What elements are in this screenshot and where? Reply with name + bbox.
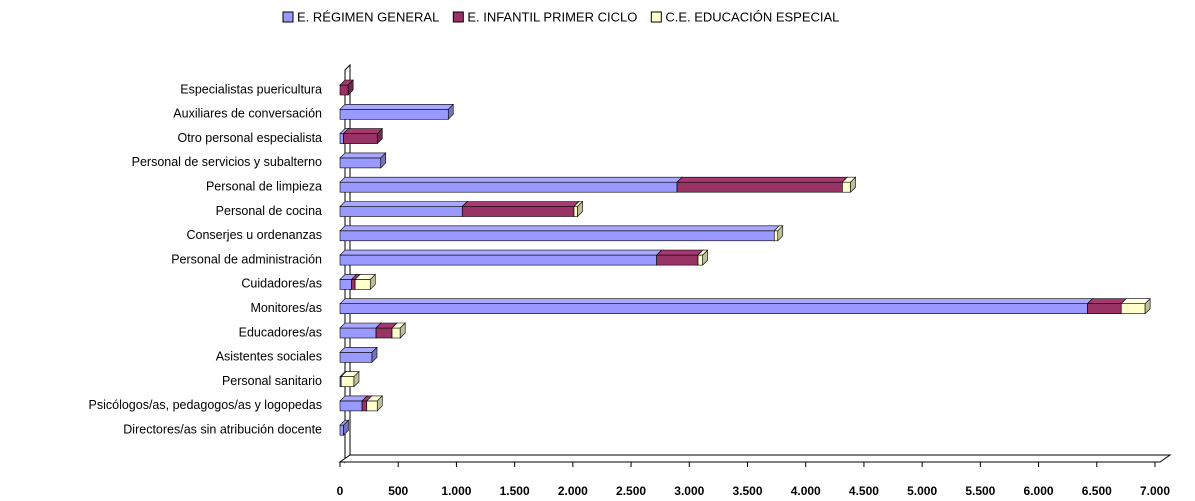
bar-side — [347, 79, 354, 96]
bar — [361, 400, 368, 412]
legend-swatch — [650, 11, 662, 23]
bar — [339, 230, 775, 242]
x-tick-label: 2.500 — [616, 484, 646, 498]
bar-top — [339, 298, 1094, 305]
y-tick-label: Personal de limpieza — [206, 179, 322, 193]
bar — [339, 109, 449, 120]
bar — [573, 206, 578, 217]
y-tick-label: Asistentes sociales — [216, 350, 322, 364]
bar — [339, 279, 352, 290]
bar-side — [369, 273, 376, 291]
bar — [697, 254, 703, 266]
bar-side — [343, 419, 349, 436]
bar — [339, 351, 373, 363]
bar — [339, 84, 349, 96]
x-tick-label: 5.500 — [965, 484, 995, 498]
bar — [366, 400, 378, 412]
bar-side — [353, 370, 360, 388]
x-tick-label: 3.500 — [732, 484, 762, 498]
y-tick-label: Personal de cocina — [216, 204, 322, 218]
legend-label: E. INFANTIL PRIMER CICLO — [467, 9, 637, 24]
y-tick-label: Directores/as sin atribución docente — [123, 422, 322, 436]
y-tick-label: Conserjes u ordenanzas — [187, 228, 323, 242]
bar — [340, 376, 355, 387]
bar-top — [1086, 298, 1127, 305]
x-tick-label: 2.000 — [558, 484, 588, 498]
bar — [339, 206, 463, 217]
x-tick-label: 0 — [337, 484, 344, 498]
x-tick-label: 6.500 — [1082, 484, 1112, 498]
y-tick-label: Monitores/as — [250, 301, 322, 315]
y-tick-label: Cuidadores/as — [241, 277, 322, 291]
bar-top — [676, 176, 849, 183]
bar-side — [376, 395, 383, 412]
x-tick-label: 5.000 — [907, 484, 937, 498]
bar — [339, 133, 344, 144]
y-tick-label: Auxiliares de conversación — [173, 107, 322, 121]
bar-side — [376, 127, 383, 145]
y-tick-label: Educadores/as — [239, 325, 322, 339]
bar-top — [461, 201, 580, 207]
bar-side — [380, 152, 387, 169]
x-tick-label: 4.000 — [791, 484, 821, 498]
bar-side — [399, 322, 406, 339]
y-tick-label: Otro personal especialista — [177, 131, 322, 145]
floor — [338, 454, 1172, 463]
x-tick-label: 1.000 — [441, 484, 471, 498]
bar-top — [339, 225, 781, 232]
bar — [391, 327, 401, 339]
bar — [339, 400, 363, 412]
bar-top — [339, 176, 683, 183]
y-tick-label: Psicólogos/as, pedagogos/as y logopedas — [89, 398, 323, 412]
x-tick-label: 7.000 — [1140, 484, 1170, 498]
legend-swatch — [452, 11, 464, 23]
bar-top — [339, 104, 455, 110]
x-tick-label: 3.000 — [674, 484, 704, 498]
x-tick-label: 500 — [388, 484, 408, 498]
bar — [339, 157, 382, 169]
bar — [773, 230, 779, 242]
y-tick-label: Especialistas puericultura — [180, 82, 322, 96]
bar — [343, 133, 378, 144]
bar — [1120, 303, 1146, 315]
bar — [676, 181, 843, 193]
bar-top — [339, 322, 382, 329]
bar-side — [1144, 297, 1151, 315]
x-tick-label: 1.500 — [500, 484, 530, 498]
bar — [375, 327, 393, 339]
bar-top — [339, 346, 378, 353]
bar — [656, 254, 699, 266]
x-tick-label: 6.000 — [1024, 484, 1054, 498]
bar-side — [702, 249, 708, 266]
bar — [339, 303, 1088, 315]
bar — [1087, 303, 1122, 315]
bar-top — [655, 249, 704, 256]
bar — [351, 279, 356, 290]
y-tick-label: Personal de servicios y subalterno — [132, 155, 322, 169]
bar — [339, 424, 344, 436]
bar — [339, 327, 377, 339]
bar-side — [371, 346, 378, 364]
bar-top — [339, 201, 468, 207]
y-tick-label: Personal de administración — [171, 252, 322, 266]
bar — [354, 279, 371, 290]
legend: E. RÉGIMEN GENERAL E. INFANTIL PRIMER CIC… — [282, 9, 839, 24]
y-tick-label: Personal sanitario — [222, 374, 322, 388]
x-tick-label: 4.500 — [849, 484, 879, 498]
bar-top — [339, 152, 387, 159]
bar — [461, 206, 575, 217]
bar-top — [339, 249, 663, 256]
bar — [339, 254, 657, 266]
bar-side — [850, 176, 856, 193]
bar-side — [777, 225, 784, 242]
legend-label: E. RÉGIMEN GENERAL — [297, 9, 439, 24]
bar-top — [342, 128, 383, 134]
legend-swatch — [282, 11, 294, 23]
bar-side — [447, 103, 454, 121]
bar — [842, 181, 851, 193]
bar — [339, 181, 678, 193]
legend-label: C.E. EDUCACIÓN ESPECIAL — [665, 9, 839, 24]
bar-side — [577, 200, 583, 218]
